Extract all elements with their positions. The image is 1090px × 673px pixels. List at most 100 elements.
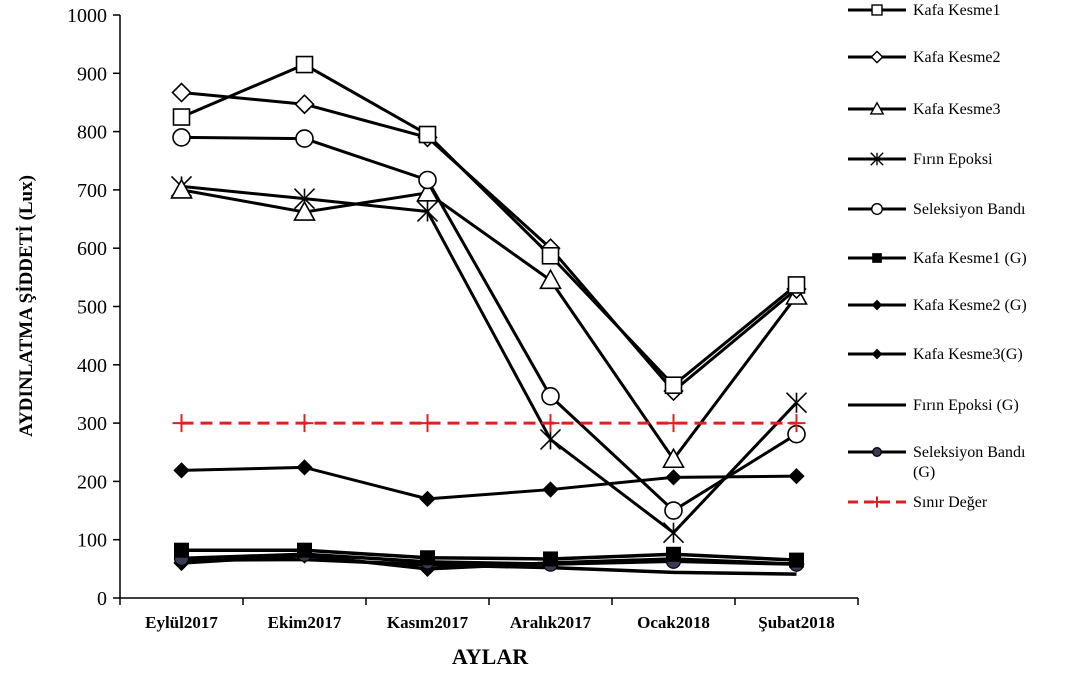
x-tick-label: Kasım2017 bbox=[387, 613, 469, 632]
diamond-marker bbox=[173, 462, 190, 479]
square-marker bbox=[787, 276, 806, 294]
series-line bbox=[181, 548, 797, 562]
series-line bbox=[181, 188, 798, 461]
legend-label-line: Seleksiyon Bandı bbox=[913, 444, 1026, 461]
y-tick-label: 400 bbox=[77, 355, 107, 377]
diamond-marker bbox=[171, 82, 192, 103]
series-line bbox=[181, 135, 798, 513]
x-tick-label: Şubat2018 bbox=[758, 613, 835, 632]
square-marker bbox=[666, 546, 681, 562]
triangle-marker bbox=[662, 447, 685, 469]
legend-item: Seleksiyon Bandı (G) bbox=[848, 444, 1026, 481]
square-marker bbox=[174, 542, 189, 558]
star-marker bbox=[416, 200, 439, 223]
legend-item: Kafa Kesme1 bbox=[848, 2, 1001, 19]
series-5 bbox=[174, 542, 804, 568]
legend-item: Fırın Epoksi bbox=[848, 151, 993, 168]
series-line bbox=[181, 184, 798, 535]
series-10 bbox=[172, 414, 806, 433]
diamond-marker bbox=[870, 50, 884, 64]
legend-item: Kafa Kesme2 (G) bbox=[848, 297, 1027, 314]
legend-item: Fırın Epoksi (G) bbox=[848, 397, 1019, 414]
legend-label: Kafa Kesme3 bbox=[913, 101, 1001, 118]
series-4 bbox=[172, 128, 806, 520]
circle-marker bbox=[872, 447, 882, 457]
plus-marker bbox=[172, 414, 191, 433]
legend-label: Seleksiyon Bandı (G) bbox=[913, 444, 1026, 481]
circle-marker bbox=[871, 203, 883, 215]
plus-marker bbox=[664, 414, 683, 433]
legend-label: Kafa Kesme1 bbox=[913, 2, 1001, 19]
circle-marker bbox=[541, 386, 560, 406]
legend-label: Kafa Kesme2 bbox=[913, 49, 1001, 66]
plus-marker bbox=[541, 414, 560, 433]
square-marker bbox=[295, 55, 314, 74]
star-marker bbox=[870, 152, 884, 166]
legend-label: Kafa Kesme1 (G) bbox=[913, 250, 1027, 267]
x-tick-label: Eylül2017 bbox=[145, 613, 218, 632]
square-marker bbox=[297, 542, 312, 558]
square-marker bbox=[541, 246, 560, 265]
legend-label: Sınır Değer bbox=[913, 494, 988, 511]
series-6 bbox=[173, 459, 805, 508]
square-marker bbox=[872, 253, 882, 263]
diamond-marker bbox=[296, 459, 313, 476]
diamond-marker bbox=[871, 348, 883, 360]
y-tick-label: 100 bbox=[77, 530, 107, 552]
y-tick-label: 600 bbox=[77, 238, 107, 260]
series-line bbox=[180, 63, 798, 387]
series-0 bbox=[172, 55, 806, 395]
plus-marker bbox=[871, 496, 883, 508]
circle-marker bbox=[664, 501, 683, 520]
legend-item: Kafa Kesme1 (G) bbox=[848, 250, 1027, 267]
legend: Kafa Kesme1 Kafa Kesme2 Kafa Kesme3 Fırın E… bbox=[848, 2, 1027, 511]
legend-label: Fırın Epoksi bbox=[913, 151, 993, 168]
square-marker bbox=[543, 551, 558, 567]
series-line bbox=[181, 465, 797, 501]
legend-label: Seleksiyon Bandı bbox=[913, 201, 1026, 218]
y-axis-title: AYDINLATMA ŞİDDETİ (Lux) bbox=[16, 175, 37, 437]
series-2 bbox=[170, 178, 808, 469]
legend-label: Kafa Kesme3(G) bbox=[913, 346, 1023, 363]
y-tick-label: 800 bbox=[77, 122, 107, 144]
triangle-marker bbox=[539, 268, 562, 290]
circle-marker bbox=[172, 128, 191, 147]
square-marker bbox=[789, 552, 804, 568]
x-tick-label: Aralık2017 bbox=[510, 613, 592, 632]
y-ticks: 0 100 200 300 400 500 600 700 800 900 1000 bbox=[67, 5, 120, 610]
triangle-marker bbox=[293, 200, 316, 221]
series-1 bbox=[171, 82, 807, 402]
square-marker bbox=[420, 550, 435, 566]
axes bbox=[119, 15, 858, 599]
legend-item: Kafa Kesme2 bbox=[848, 49, 1001, 66]
y-tick-label: 700 bbox=[77, 180, 107, 202]
diamond-marker bbox=[665, 469, 682, 486]
y-tick-label: 300 bbox=[77, 413, 107, 435]
legend-label: Kafa Kesme2 (G) bbox=[913, 297, 1027, 314]
diamond-marker bbox=[788, 468, 805, 485]
y-tick-label: 900 bbox=[77, 63, 107, 85]
y-tick-label: 0 bbox=[97, 588, 107, 610]
plus-marker bbox=[787, 414, 806, 433]
legend-item: Sınır Değer bbox=[848, 494, 988, 511]
legend-label: Fırın Epoksi (G) bbox=[913, 397, 1019, 414]
star-marker bbox=[539, 428, 562, 450]
circle-marker bbox=[418, 170, 437, 190]
circle-marker bbox=[295, 129, 314, 148]
series-line bbox=[181, 552, 797, 566]
diamond-marker bbox=[542, 481, 559, 498]
legend-label-line: (G) bbox=[913, 464, 935, 481]
series-3 bbox=[170, 175, 808, 544]
series-line bbox=[181, 91, 798, 393]
square-marker bbox=[172, 108, 191, 126]
y-tick-label: 1000 bbox=[67, 5, 107, 27]
triangle-marker bbox=[869, 101, 885, 115]
x-tick-label: Ocak2018 bbox=[637, 613, 710, 632]
legend-item: Kafa Kesme3 bbox=[848, 101, 1001, 118]
series-layer bbox=[170, 55, 808, 577]
plus-marker bbox=[295, 414, 314, 433]
diamond-marker bbox=[294, 94, 315, 115]
legend-item: Seleksiyon Bandı bbox=[848, 201, 1026, 218]
square-marker bbox=[664, 376, 683, 395]
